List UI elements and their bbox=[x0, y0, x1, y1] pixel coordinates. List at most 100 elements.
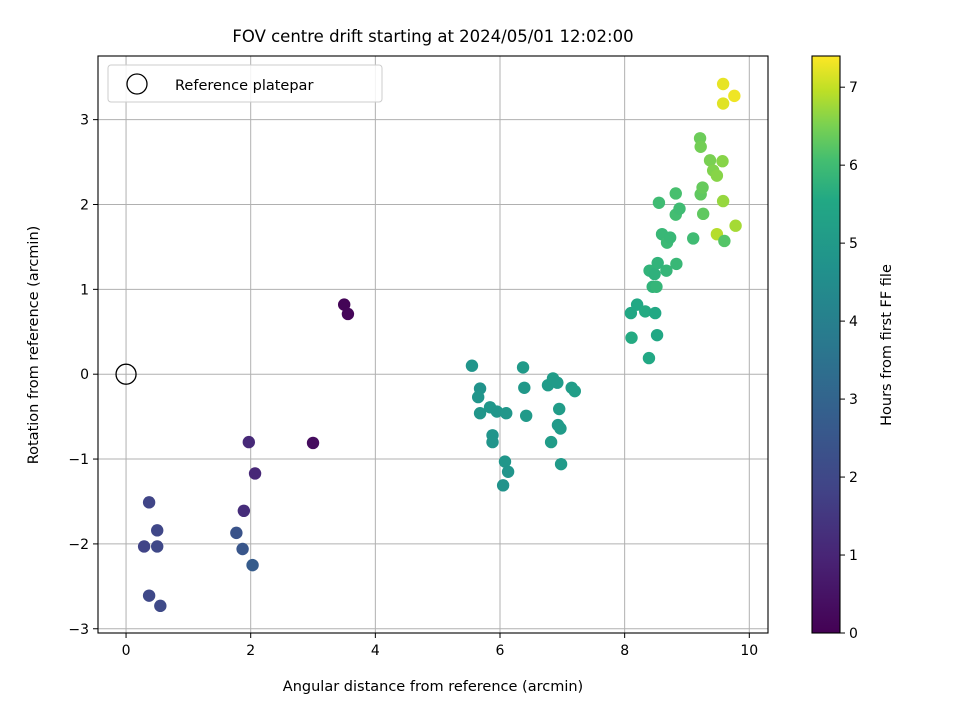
data-point bbox=[471, 390, 485, 404]
data-point bbox=[248, 467, 262, 480]
data-point bbox=[639, 305, 652, 318]
data-point bbox=[663, 231, 677, 244]
colorbar-tick-label: 0 bbox=[849, 626, 858, 642]
x-tick-label: 2 bbox=[246, 643, 255, 659]
data-point bbox=[154, 599, 167, 613]
data-point bbox=[710, 169, 724, 182]
data-point bbox=[246, 558, 259, 572]
y-tick-label: 0 bbox=[80, 367, 89, 383]
data-point bbox=[151, 540, 164, 553]
plot-frame bbox=[97, 55, 769, 634]
data-point bbox=[486, 435, 499, 449]
colorbar-tick-label: 6 bbox=[849, 158, 858, 174]
data-point bbox=[716, 77, 730, 91]
data-point bbox=[465, 359, 479, 372]
legend-marker bbox=[126, 73, 148, 95]
x-tick-label: 4 bbox=[371, 643, 380, 659]
data-point bbox=[624, 306, 638, 320]
chart-title: FOV centre drift starting at 2024/05/01 … bbox=[232, 27, 633, 46]
data-point bbox=[518, 381, 531, 394]
data-point bbox=[516, 361, 530, 374]
data-point bbox=[237, 504, 251, 518]
legend-entry-reference: Reference platepar bbox=[175, 78, 313, 94]
data-point bbox=[519, 409, 533, 422]
x-axis-ticks: 0 2 4 6 8 10 bbox=[122, 633, 758, 659]
data-point bbox=[729, 219, 742, 232]
data-point bbox=[554, 422, 567, 435]
data-point bbox=[716, 97, 730, 110]
data-point bbox=[553, 402, 566, 416]
data-point bbox=[630, 298, 644, 311]
data-point bbox=[669, 187, 682, 200]
data-point bbox=[498, 455, 512, 468]
data-point bbox=[337, 298, 351, 311]
data-point bbox=[501, 465, 515, 478]
data-point bbox=[625, 331, 638, 344]
data-point bbox=[236, 542, 249, 556]
data-point bbox=[673, 202, 686, 215]
data-point bbox=[500, 407, 513, 420]
x-tick-label: 6 bbox=[496, 643, 505, 659]
colorbar-tick-label: 5 bbox=[849, 236, 858, 252]
data-point bbox=[568, 384, 581, 398]
data-point bbox=[650, 280, 663, 293]
y-axis-ticks: −3 −2 −1 0 1 2 3 bbox=[68, 113, 98, 638]
colorbar-tick-label: 7 bbox=[849, 80, 858, 96]
colorbar-ticks: 0 1 2 3 4 5 6 7 bbox=[840, 80, 858, 642]
data-point bbox=[551, 376, 564, 389]
y-tick-label: 1 bbox=[80, 282, 89, 298]
y-tick-label: −1 bbox=[68, 452, 89, 468]
y-axis-label: Rotation from reference (arcmin) bbox=[26, 226, 42, 465]
data-point bbox=[716, 194, 730, 208]
colorbar-tick-label: 1 bbox=[849, 548, 858, 564]
data-point bbox=[716, 155, 729, 168]
data-point bbox=[142, 496, 156, 509]
x-tick-label: 0 bbox=[122, 643, 131, 659]
plot-grid bbox=[98, 56, 768, 633]
y-tick-label: 2 bbox=[80, 197, 89, 213]
y-tick-label: 3 bbox=[80, 113, 89, 129]
legend-box bbox=[107, 64, 383, 103]
data-point bbox=[341, 307, 355, 321]
data-point bbox=[544, 435, 558, 449]
reference-marker bbox=[115, 363, 137, 385]
data-point bbox=[652, 196, 666, 209]
colorbar-frame bbox=[811, 55, 841, 634]
data-point bbox=[650, 328, 664, 342]
data-point bbox=[651, 256, 664, 270]
colorbar-tick-label: 2 bbox=[849, 470, 858, 486]
data-point bbox=[230, 526, 243, 540]
data-point bbox=[648, 267, 661, 281]
data-point bbox=[137, 540, 151, 553]
data-point bbox=[142, 589, 156, 602]
plot-points bbox=[137, 77, 742, 613]
data-point bbox=[718, 234, 731, 248]
data-point bbox=[151, 524, 164, 537]
data-point bbox=[660, 264, 673, 277]
y-tick-label: −3 bbox=[68, 622, 89, 638]
data-point bbox=[473, 407, 487, 420]
data-point bbox=[687, 232, 700, 245]
data-point bbox=[696, 181, 709, 194]
y-tick-label: −2 bbox=[68, 537, 89, 553]
data-point bbox=[242, 435, 256, 449]
data-point bbox=[696, 207, 710, 221]
data-point bbox=[490, 405, 504, 418]
data-point bbox=[728, 89, 741, 103]
data-point bbox=[496, 479, 510, 492]
colorbar-label: Hours from first FF file bbox=[879, 264, 895, 426]
x-tick-label: 10 bbox=[740, 643, 758, 659]
data-point bbox=[670, 257, 683, 271]
colorbar bbox=[812, 56, 840, 633]
colorbar-tick-label: 3 bbox=[849, 392, 858, 408]
data-point bbox=[642, 351, 656, 365]
data-point bbox=[554, 457, 568, 471]
data-point bbox=[648, 306, 662, 320]
data-point bbox=[694, 140, 707, 153]
legend: Reference platepar bbox=[107, 64, 383, 103]
x-tick-label: 8 bbox=[620, 643, 629, 659]
data-point bbox=[703, 154, 717, 167]
colorbar-tick-label: 4 bbox=[849, 314, 858, 330]
